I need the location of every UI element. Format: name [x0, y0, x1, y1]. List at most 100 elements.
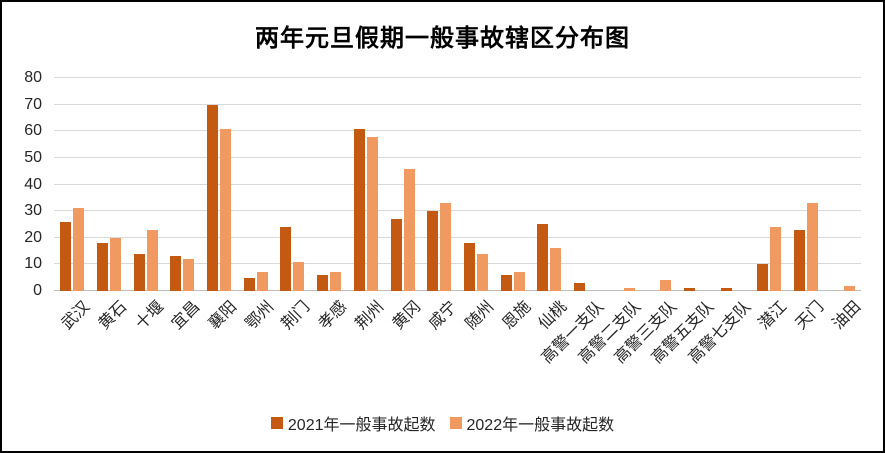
category-group: 天门 [788, 78, 827, 333]
bar-groups: 武汉 黄石 十堰 宜昌 襄阳 鄂州 荆门 孝感 荆州 黄冈 咸宁 随州 恩施 仙桃 高警一支队 高警二支队 高警… [54, 78, 864, 367]
x-axis-label: 恩施 [499, 298, 534, 333]
category-group: 黄石 [91, 78, 130, 333]
x-axis-label: 黄石 [95, 298, 131, 333]
bar-series-2 [807, 203, 819, 291]
bar-pair [60, 78, 85, 291]
bar-series-1 [243, 277, 255, 291]
gridline [54, 130, 861, 132]
bar-pair [427, 78, 452, 291]
bar-series-2 [73, 208, 85, 291]
x-axis-label: 天门 [792, 298, 828, 333]
bar-series-1 [133, 253, 145, 291]
bar-pair [757, 78, 782, 291]
bar-series-2 [403, 168, 415, 291]
legend-label: 2021年一般事故起数 [287, 417, 436, 434]
bar-series-1 [353, 128, 365, 291]
bar-pair [207, 78, 232, 291]
x-axis-label: 荆门 [279, 298, 314, 333]
bar-pair [831, 78, 855, 291]
gridline [54, 183, 861, 185]
category-group: 高警七支队 [685, 78, 754, 367]
y-tick-label: 40 [24, 175, 42, 193]
bar-series-2 [440, 203, 452, 291]
bar-series-2 [183, 259, 195, 291]
bar-series-2 [660, 280, 672, 291]
bar-series-1 [684, 288, 696, 291]
bar-pair [684, 78, 708, 291]
bar-series-1 [280, 227, 292, 291]
bar-pair [280, 78, 305, 291]
bar-series-2 [293, 261, 305, 291]
y-tick-label: 30 [24, 202, 42, 220]
bar-series-2 [623, 288, 635, 291]
x-axis-label: 荆州 [352, 298, 388, 333]
y-tick-label: 20 [24, 228, 42, 246]
bar-pair [133, 78, 158, 291]
bar-pair [390, 78, 415, 291]
category-group: 仙桃 [531, 78, 571, 333]
x-axis-label: 鄂州 [242, 298, 278, 333]
legend-item: 2021年一般事故起数 [270, 411, 436, 435]
bar-series-2 [146, 229, 158, 291]
bar-series-1 [720, 288, 732, 291]
y-tick-label: 50 [24, 148, 42, 166]
gridline [54, 156, 861, 158]
category-group: 恩施 [494, 78, 534, 333]
bar-series-1 [500, 275, 512, 291]
bar-series-1 [537, 224, 549, 291]
category-group: 潜江 [751, 78, 791, 333]
x-axis-label: 十堰 [132, 298, 168, 333]
legend-swatch-icon [270, 417, 283, 429]
x-axis-label: 潜江 [756, 298, 791, 333]
category-group: 十堰 [127, 78, 167, 333]
x-axis-label: 宜昌 [169, 298, 204, 333]
category-group: 黄冈 [384, 78, 424, 333]
bar-series-1 [463, 243, 475, 291]
bar-pair [537, 78, 562, 291]
x-axis-label: 黄冈 [389, 298, 424, 333]
bar-series-2 [513, 272, 525, 291]
bar-pair [243, 78, 268, 291]
bar-series-2 [843, 285, 855, 291]
legend: 2021年一般事故起数 2022年一般事故起数 [2, 411, 883, 435]
y-tick-label: 70 [24, 95, 42, 113]
category-group: 咸宁 [421, 78, 461, 333]
gridline [54, 77, 861, 78]
category-group: 高警一支队 [539, 78, 607, 367]
category-group: 荆州 [348, 78, 387, 333]
category-group: 宜昌 [164, 78, 204, 333]
x-axis-line [54, 290, 861, 291]
bar-pair [720, 78, 745, 291]
x-axis-label: 咸宁 [425, 298, 461, 333]
bar-series-1 [427, 211, 439, 291]
category-group: 武汉 [54, 78, 94, 333]
bar-pair [647, 78, 672, 291]
y-tick-label: 60 [24, 122, 42, 140]
gridline [54, 263, 861, 265]
bar-series-2 [770, 227, 782, 291]
bar-series-1 [390, 219, 402, 291]
legend-label: 2022年一般事故起数 [466, 417, 615, 434]
plot-area: 武汉 黄石 十堰 宜昌 襄阳 鄂州 荆门 孝感 荆州 黄冈 咸宁 随州 恩施 仙桃 高警一支队 高警二支队 高警… [54, 77, 864, 367]
y-tick-label: 0 [33, 282, 42, 299]
bar-pair [97, 78, 122, 291]
bar-series-1 [317, 275, 329, 291]
category-group: 鄂州 [237, 78, 277, 333]
gridline [54, 103, 861, 105]
gridline [54, 236, 861, 238]
x-axis-label: 襄阳 [205, 298, 241, 333]
y-tick-label: 80 [24, 69, 42, 86]
x-axis-label: 孝感 [315, 298, 351, 333]
bar-series-1 [97, 243, 109, 291]
bar-pair [353, 78, 378, 291]
bar-series-2 [220, 128, 232, 291]
category-group: 荆门 [274, 78, 314, 333]
bar-series-2 [256, 272, 268, 291]
bar-series-1 [207, 104, 219, 291]
bar-pair [170, 78, 195, 291]
bar-pair [317, 78, 342, 291]
bar-pair [794, 78, 819, 291]
legend-swatch-icon [449, 417, 462, 429]
chart-title: 两年元旦假期一般事故辖区分布图 [255, 25, 630, 52]
